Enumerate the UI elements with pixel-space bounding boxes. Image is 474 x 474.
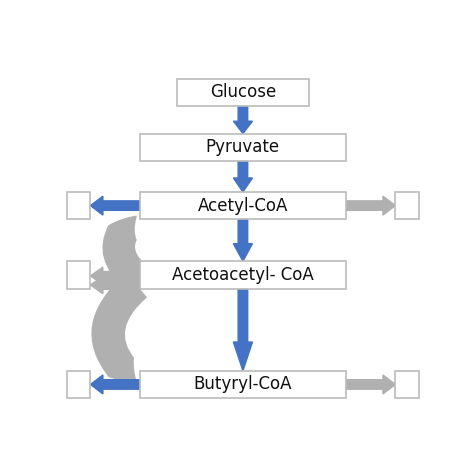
FancyArrow shape xyxy=(233,106,253,134)
FancyBboxPatch shape xyxy=(66,192,91,219)
Text: Pyruvate: Pyruvate xyxy=(206,138,280,156)
FancyArrow shape xyxy=(233,161,253,192)
Text: Acetyl-CoA: Acetyl-CoA xyxy=(198,197,288,215)
FancyArrow shape xyxy=(91,276,140,294)
FancyBboxPatch shape xyxy=(66,371,91,398)
FancyArrow shape xyxy=(346,375,395,394)
FancyArrowPatch shape xyxy=(103,216,146,289)
Text: Glucose: Glucose xyxy=(210,83,276,101)
FancyBboxPatch shape xyxy=(140,192,346,219)
FancyArrow shape xyxy=(91,375,140,394)
FancyBboxPatch shape xyxy=(66,261,91,289)
FancyArrowPatch shape xyxy=(92,274,146,383)
FancyBboxPatch shape xyxy=(140,134,346,161)
Text: Butyryl-CoA: Butyryl-CoA xyxy=(194,375,292,393)
FancyArrow shape xyxy=(346,196,395,215)
Text: Acetoacetyl- CoA: Acetoacetyl- CoA xyxy=(172,266,314,284)
FancyArrow shape xyxy=(233,219,253,261)
FancyArrow shape xyxy=(91,267,140,284)
FancyBboxPatch shape xyxy=(140,261,346,289)
FancyBboxPatch shape xyxy=(177,79,309,106)
FancyBboxPatch shape xyxy=(140,371,346,398)
FancyBboxPatch shape xyxy=(395,192,419,219)
FancyArrow shape xyxy=(233,289,253,371)
FancyBboxPatch shape xyxy=(395,371,419,398)
FancyArrow shape xyxy=(91,196,140,215)
